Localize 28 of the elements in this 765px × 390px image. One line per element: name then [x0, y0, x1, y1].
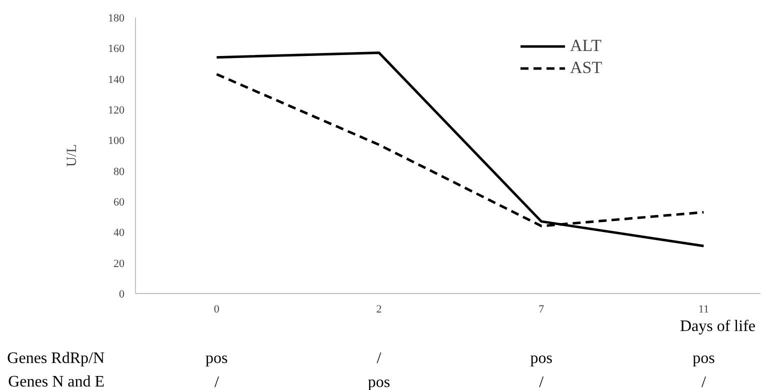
y-axis-title: U/L [65, 144, 80, 167]
text: Genes RdRp/N [7, 350, 105, 367]
y-tick-label: 160 [108, 43, 125, 56]
y-tick-label: 140 [108, 74, 125, 86]
text: pos [692, 350, 715, 367]
y-tick-label: 0 [119, 288, 125, 300]
y-tick-label: 40 [114, 227, 125, 240]
legend-label: ALT [570, 36, 602, 56]
x-tick-label: 7 [538, 304, 545, 316]
y-tick-label: 120 [108, 104, 125, 116]
y-tick-label: 100 [108, 135, 125, 148]
y-tick-label: 180 [108, 12, 125, 24]
text: / [539, 374, 544, 390]
x-tick-label: 11 [698, 304, 709, 316]
y-tick-label: 20 [114, 258, 125, 270]
line-series [215, 52, 705, 248]
y-tick-label: 80 [114, 166, 125, 178]
text: / [701, 374, 706, 390]
y-tick-label: 60 [114, 196, 125, 208]
text: pos [206, 350, 228, 367]
x-tick-label: 0 [214, 304, 220, 316]
text: Genes N and E [8, 374, 105, 390]
x-axis-title: Days of life [680, 318, 756, 335]
legend-label: AST [570, 58, 602, 78]
text: / [214, 374, 220, 390]
text: pos [530, 350, 552, 367]
text: / [376, 350, 382, 367]
x-tick-label: 2 [376, 304, 382, 316]
